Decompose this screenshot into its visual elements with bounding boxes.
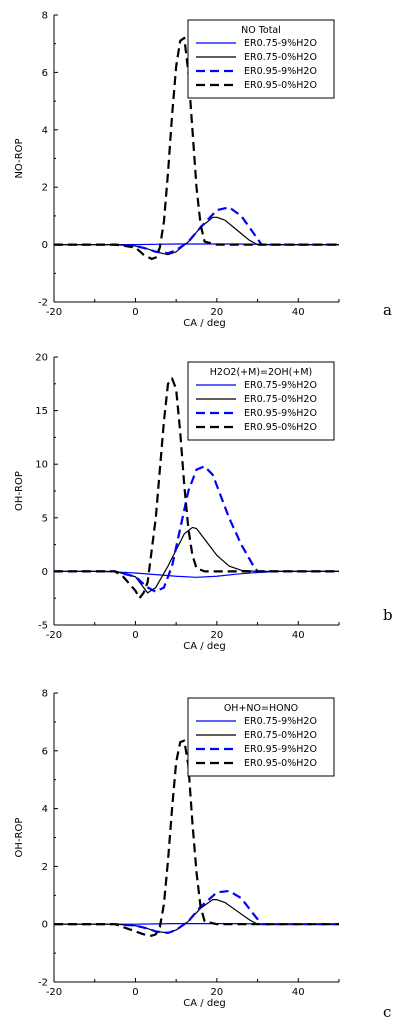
x-tick-label: 20 [210,307,223,318]
legend-title: H2O2(+M)=2OH(+M) [210,367,312,378]
series-line-4 [54,36,339,261]
legend-entry: ER0.95-0%H2O [244,422,317,433]
series-line-4 [54,377,339,600]
x-tick-label: -20 [46,987,62,998]
y-axis-title: OH-ROP [14,471,25,511]
legend-entry: ER0.75-0%H2O [244,52,317,63]
y-tick-label: 4 [42,125,48,136]
series-line-3 [54,465,339,593]
legend-entry: ER0.75-0%H2O [244,730,317,741]
y-tick-label: 20 [35,353,48,364]
panel-letter: c [383,1003,391,1021]
y-tick-label: 0 [42,240,48,251]
legend-entry: ER0.95-0%H2O [244,80,317,91]
x-tick-label: 20 [210,630,223,641]
y-tick-label: 5 [42,513,48,524]
y-tick-label: 4 [42,804,48,815]
series-line-2 [54,526,339,594]
x-tick-label: 20 [210,987,223,998]
y-tick-label: 8 [42,689,48,700]
y-tick-label: -2 [38,978,48,989]
x-axis-title: CA / deg [183,998,225,1009]
x-tick-label: 0 [132,987,138,998]
legend-entry: ER0.75-9%H2O [244,716,317,727]
x-tick-label: 0 [132,307,138,318]
series-line-2 [54,216,339,256]
y-tick-label: 0 [42,567,48,578]
legend-entry: ER0.95-9%H2O [244,744,317,755]
legend-entry: ER0.95-9%H2O [244,66,317,77]
y-tick-label: 0 [42,920,48,931]
x-tick-label: 40 [292,307,305,318]
y-axis-title: NO-ROP [14,138,25,178]
series-line-3 [54,206,339,255]
panel-letter: b [383,606,393,624]
series-line-3 [54,889,339,934]
legend-title: NO Total [241,25,281,36]
y-tick-label: -5 [38,621,48,632]
y-tick-label: 2 [42,862,48,873]
y-tick-label: 15 [35,406,48,417]
series-line-2 [54,899,339,934]
series-line-4 [54,739,339,937]
x-tick-label: -20 [46,307,62,318]
legend-entry: ER0.75-9%H2O [244,38,317,49]
legend-entry: ER0.95-9%H2O [244,408,317,419]
x-axis-title: CA / deg [183,641,225,652]
y-tick-label: 10 [35,460,48,471]
legend-entry: ER0.95-0%H2O [244,758,317,769]
x-tick-label: -20 [46,630,62,641]
y-tick-label: 8 [42,11,48,22]
y-tick-label: 2 [42,183,48,194]
y-tick-label: -2 [38,298,48,309]
legend-title: OH+NO=HONO [224,703,298,714]
y-tick-label: 6 [42,68,48,79]
x-tick-label: 40 [292,987,305,998]
y-tick-label: 6 [42,746,48,757]
x-tick-label: 40 [292,630,305,641]
legend-entry: ER0.75-0%H2O [244,394,317,405]
x-tick-label: 0 [132,630,138,641]
y-axis-title: OH-ROP [14,818,25,858]
legend-entry: ER0.75-9%H2O [244,380,317,391]
panel-letter: a [383,301,392,319]
x-axis-title: CA / deg [183,318,225,329]
